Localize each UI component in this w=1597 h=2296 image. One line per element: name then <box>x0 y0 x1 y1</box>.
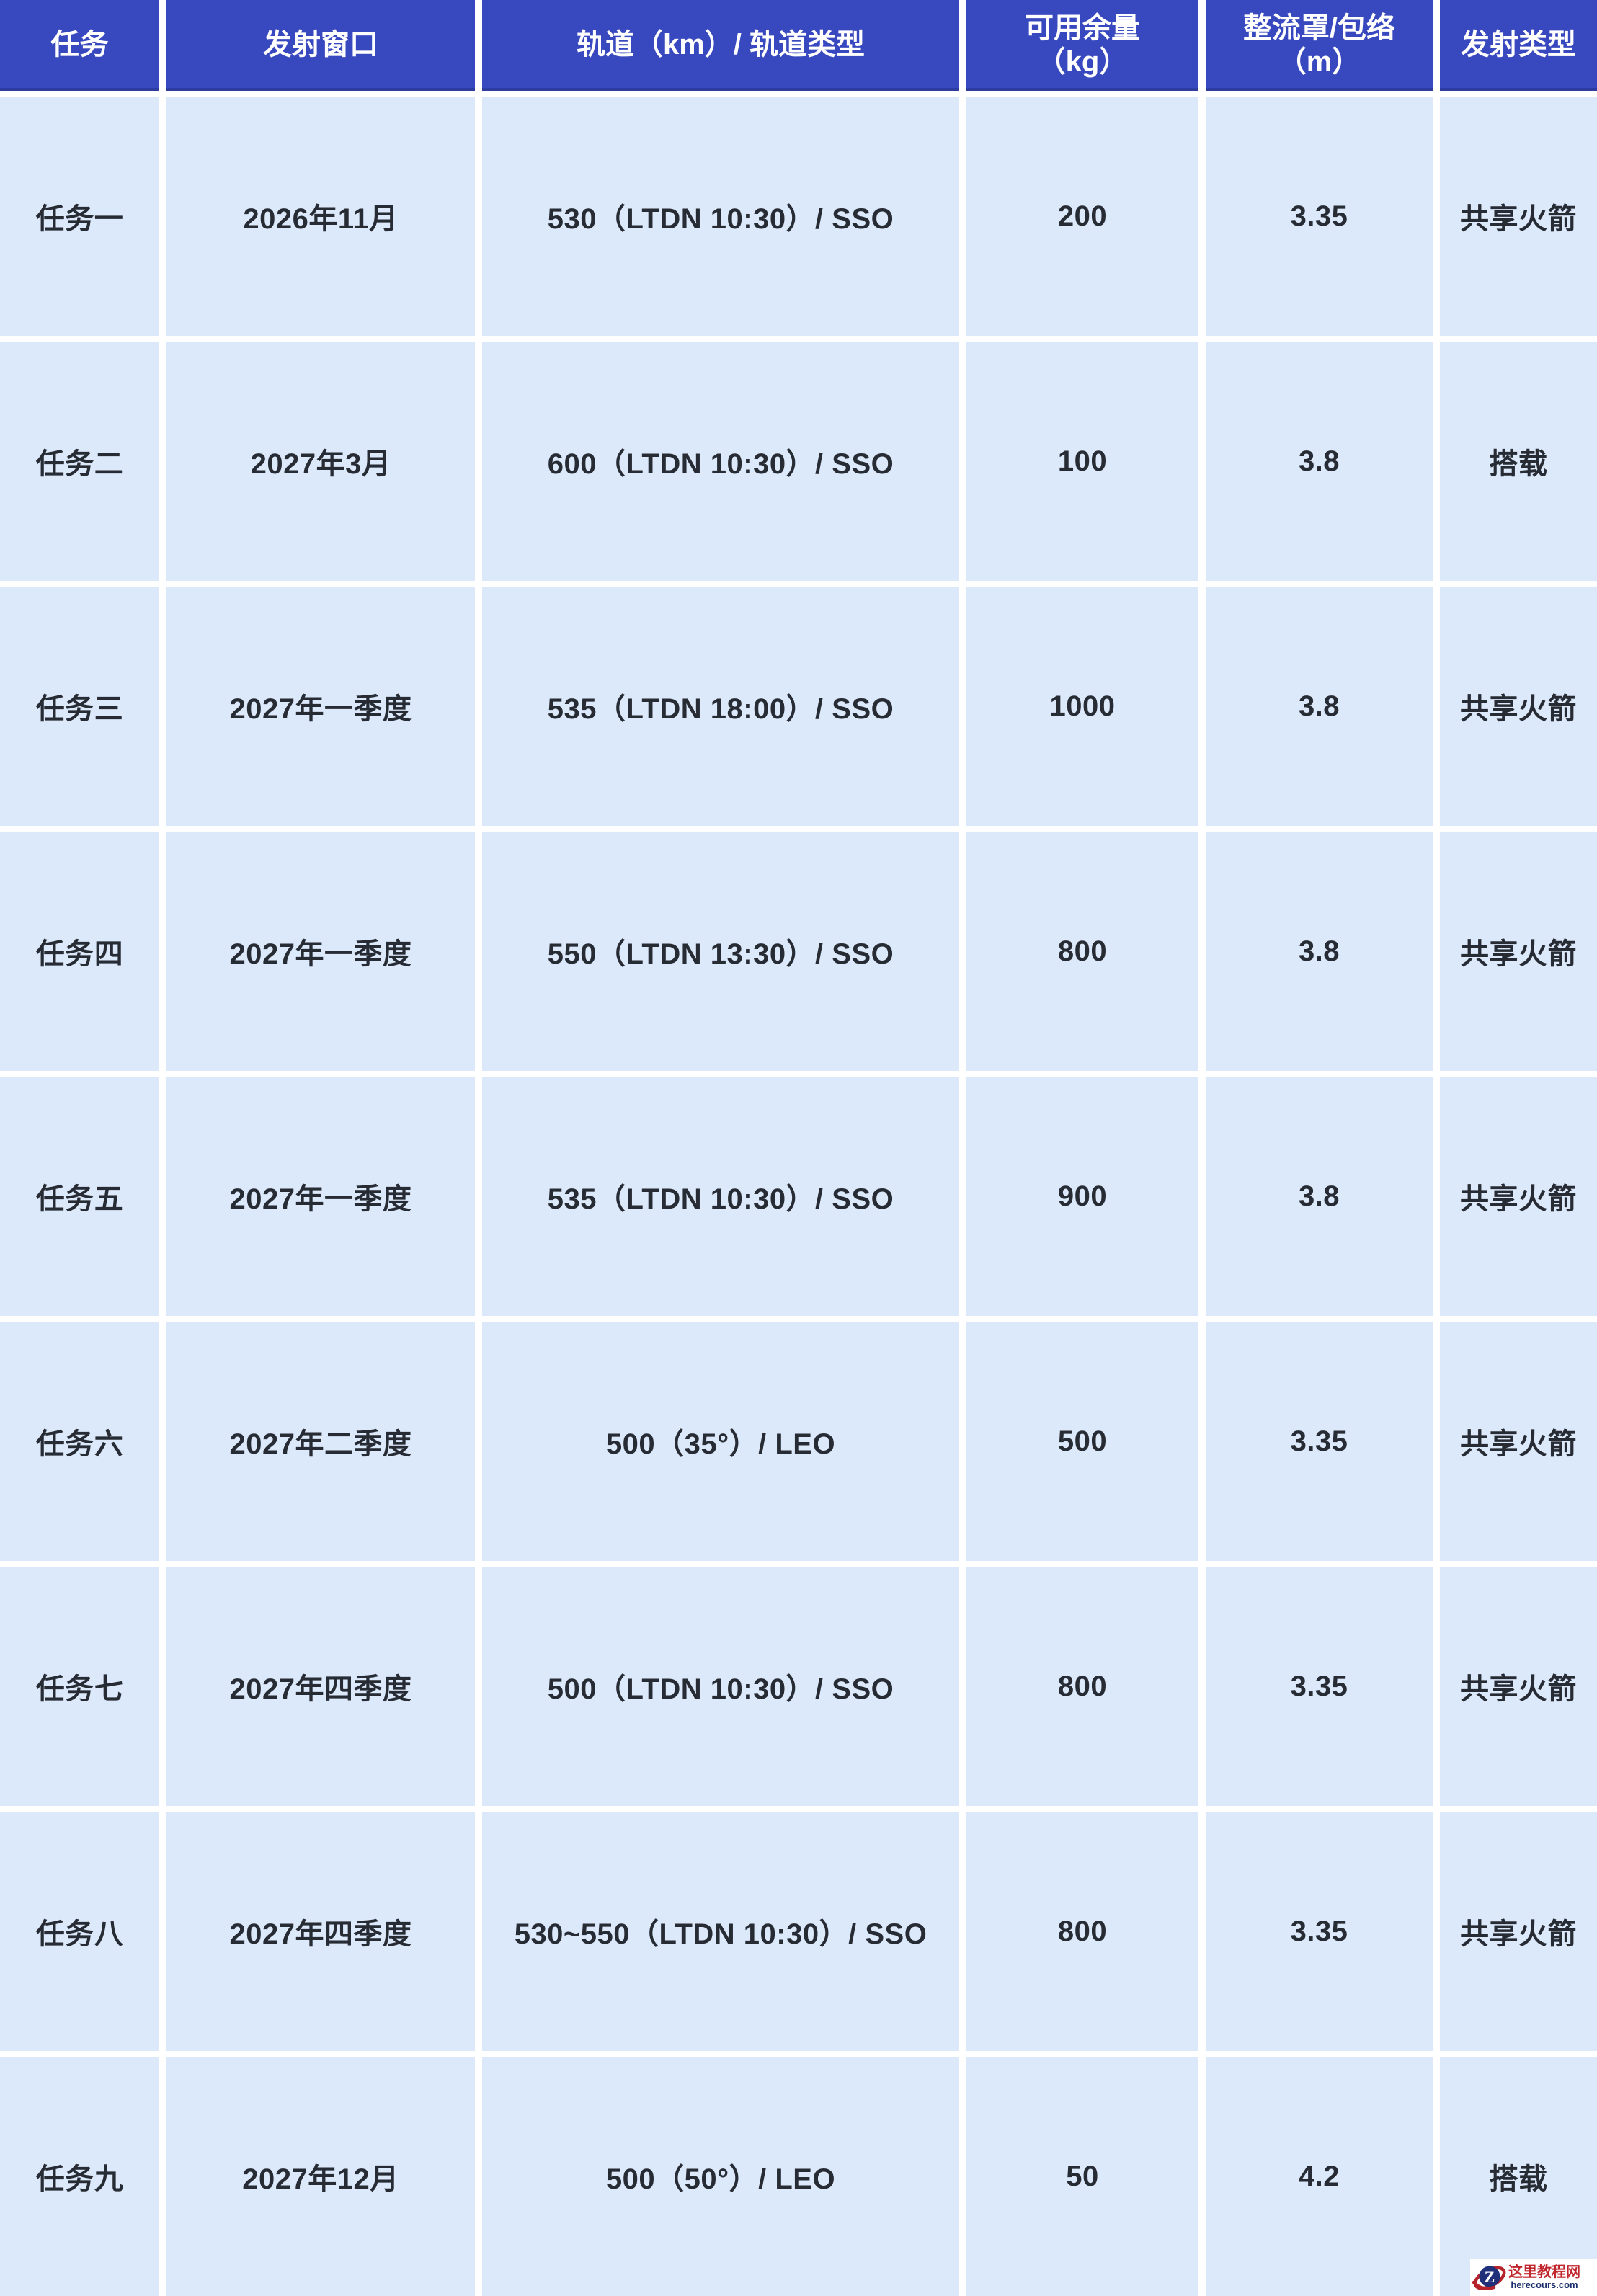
cell-orbit: 600（LTDN 10:30）/ SSO <box>482 342 959 581</box>
col-header-label: 轨道（km）/ 轨道类型 <box>576 29 866 61</box>
cell-launch-type: 共享火箭 <box>1440 832 1597 1071</box>
cell-mission: 任务八 <box>0 1812 159 2051</box>
col-header-label: 可用余量 <box>1025 12 1140 44</box>
col-header-orbit: 轨道（km）/ 轨道类型 <box>482 0 959 91</box>
col-header-label: 发射窗口 <box>263 29 378 61</box>
site-name: 这里教程网 <box>1508 2264 1580 2280</box>
cell-mission: 任务七 <box>0 1567 159 1806</box>
cell-available-margin: 800 <box>966 832 1198 1071</box>
col-header-launch-window: 发射窗口 <box>166 0 475 91</box>
cell-launch-type: 共享火箭 <box>1440 1812 1597 2051</box>
cell-fairing-envelope: 3.8 <box>1206 342 1433 581</box>
cell-fairing-envelope: 3.8 <box>1206 832 1433 1071</box>
cell-available-margin: 200 <box>966 97 1198 336</box>
cell-fairing-envelope: 3.35 <box>1206 1322 1433 1561</box>
site-url: herecours.com <box>1511 2279 1578 2290</box>
cell-launch-window: 2026年11月 <box>166 97 475 336</box>
cell-fairing-envelope: 3.35 <box>1206 1567 1433 1806</box>
cell-mission: 任务四 <box>0 832 159 1071</box>
cell-launch-type: 搭载 <box>1440 342 1597 581</box>
cell-available-margin: 900 <box>966 1077 1198 1316</box>
cell-orbit: 500（LTDN 10:30）/ SSO <box>482 1567 959 1806</box>
cell-available-margin: 500 <box>966 1322 1198 1561</box>
cell-orbit: 530~550（LTDN 10:30）/ SSO <box>482 1812 959 2051</box>
col-header-available-margin: 可用余量 （kg） <box>966 0 1198 91</box>
cell-launch-window: 2027年四季度 <box>166 1567 475 1806</box>
col-header-label: 整流罩/包络 <box>1242 12 1396 44</box>
cell-launch-type: 共享火箭 <box>1440 587 1597 826</box>
cell-launch-type: 共享火箭 <box>1440 1322 1597 1561</box>
site-logo-icon: Z <box>1472 2266 1506 2290</box>
cell-orbit: 535（LTDN 10:30）/ SSO <box>482 1077 959 1316</box>
cell-launch-window: 2027年一季度 <box>166 832 475 1071</box>
cell-mission: 任务三 <box>0 587 159 826</box>
cell-fairing-envelope: 3.8 <box>1206 1077 1433 1316</box>
cell-launch-window: 2027年一季度 <box>166 1077 475 1316</box>
cell-mission: 任务六 <box>0 1322 159 1561</box>
cell-available-margin: 50 <box>966 2057 1198 2296</box>
cell-mission: 任务九 <box>0 2057 159 2296</box>
cell-mission: 任务二 <box>0 342 159 581</box>
cell-available-margin: 100 <box>966 342 1198 581</box>
cell-mission: 任务五 <box>0 1077 159 1316</box>
cell-fairing-envelope: 3.35 <box>1206 1812 1433 2051</box>
cell-fairing-envelope: 3.8 <box>1206 587 1433 826</box>
col-header-unit: （m） <box>1277 46 1361 78</box>
cell-orbit: 500（50°）/ LEO <box>482 2057 959 2296</box>
col-header-label: 任务 <box>50 29 109 61</box>
cell-orbit: 535（LTDN 18:00）/ SSO <box>482 587 959 826</box>
cell-launch-window: 2027年3月 <box>166 342 475 581</box>
cell-launch-window: 2027年12月 <box>166 2057 475 2296</box>
col-header-label: 发射类型 <box>1461 29 1576 61</box>
watermark: Z 这里教程网 herecours.com <box>1470 2259 1597 2296</box>
cell-launch-type: 搭载 <box>1440 2057 1597 2296</box>
cell-available-margin: 800 <box>966 1812 1198 2051</box>
cell-launch-type: 共享火箭 <box>1440 1077 1597 1316</box>
cell-mission: 任务一 <box>0 97 159 336</box>
cell-launch-window: 2027年四季度 <box>166 1812 475 2051</box>
cell-launch-window: 2027年二季度 <box>166 1322 475 1561</box>
cell-launch-type: 共享火箭 <box>1440 1567 1597 1806</box>
cell-launch-type: 共享火箭 <box>1440 97 1597 336</box>
cell-launch-window: 2027年一季度 <box>166 587 475 826</box>
logo-letter: Z <box>1485 2268 1495 2286</box>
cell-fairing-envelope: 3.35 <box>1206 97 1433 336</box>
cell-available-margin: 800 <box>966 1567 1198 1806</box>
col-header-launch-type: 发射类型 <box>1440 0 1597 91</box>
watermark-text: 这里教程网 herecours.com <box>1508 2264 1580 2290</box>
cell-orbit: 500（35°）/ LEO <box>482 1322 959 1561</box>
cell-available-margin: 1000 <box>966 587 1198 826</box>
cell-orbit: 550（LTDN 13:30）/ SSO <box>482 832 959 1071</box>
cell-fairing-envelope: 4.2 <box>1206 2057 1433 2296</box>
col-header-mission: 任务 <box>0 0 159 91</box>
col-header-unit: （kg） <box>1036 46 1129 78</box>
col-header-fairing-envelope: 整流罩/包络 （m） <box>1206 0 1433 91</box>
cell-orbit: 530（LTDN 10:30）/ SSO <box>482 97 959 336</box>
